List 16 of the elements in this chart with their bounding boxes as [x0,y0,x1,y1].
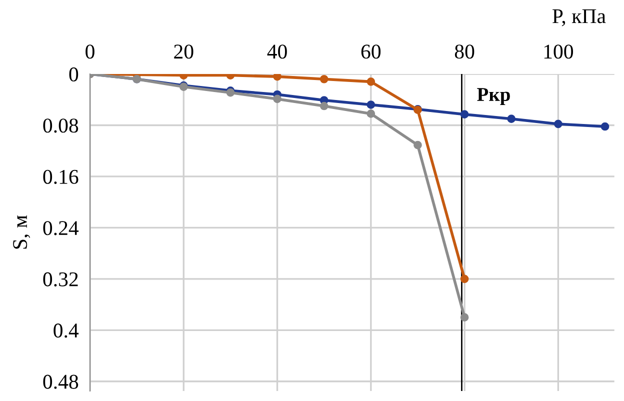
y-tick-label: 0.08 [43,118,78,133]
y-tick-label: 0.16 [43,170,78,184]
y-tick-label: 0.24 [43,221,79,236]
y-tick-label: 0.32 [43,272,78,286]
y-tick-label: 0 [69,67,78,82]
x-axis-title: P, кПа [552,9,606,26]
y-tick-label: 0.4 [54,324,79,338]
x-tick-label: 0 [86,44,94,59]
x-tick-label: 100 [544,44,574,59]
x-tick-label: 60 [361,44,381,59]
x-tick-label: 40 [267,44,287,59]
annotation: Ркр [477,88,510,106]
y-tick-label: 0.48 [43,374,78,389]
x-tick-label: 20 [174,44,194,59]
x-tick-label: 80 [454,44,474,59]
y-axis-title: S, м [13,215,30,249]
